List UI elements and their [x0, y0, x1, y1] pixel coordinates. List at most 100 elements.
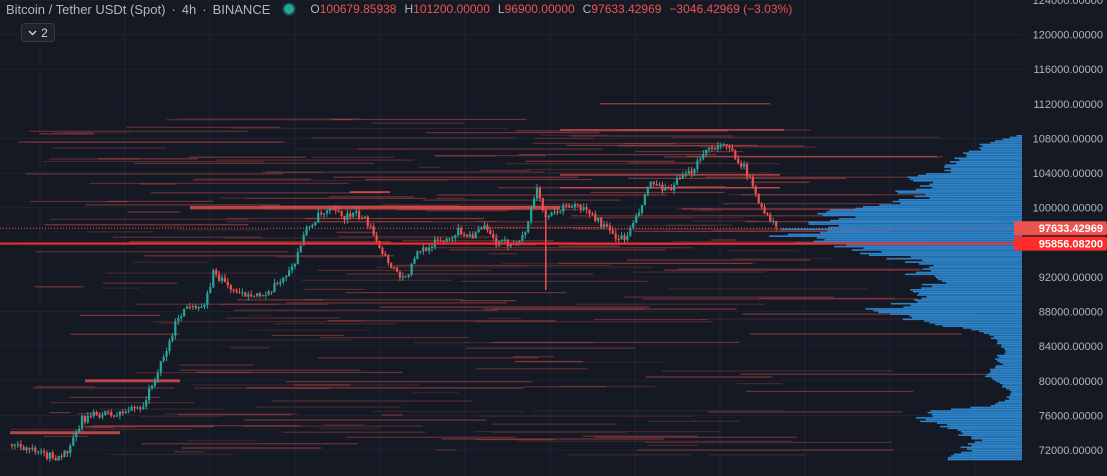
- volume-profile-bar: [924, 320, 1022, 322]
- liquidity-level: [648, 444, 698, 446]
- close-value: 97633.42969: [591, 2, 662, 16]
- liquidity-level: [285, 381, 533, 383]
- open-label: O: [310, 2, 320, 16]
- liquidity-level: [742, 313, 976, 315]
- marked-level-label: 95856.08200: [1039, 239, 1103, 251]
- candle-body: [80, 416, 84, 429]
- candle-body: [448, 238, 451, 240]
- volume-profile-bar: [855, 216, 1022, 218]
- interval-label[interactable]: 4h: [181, 1, 197, 17]
- liquidity-level: [332, 176, 579, 178]
- candle-body: [737, 158, 740, 164]
- volume-profile-bar: [922, 259, 1022, 262]
- volume-profile-bar: [944, 164, 1022, 166]
- volume-profile-bar: [990, 405, 1022, 407]
- current-price-label: 97633.42969: [1039, 223, 1103, 235]
- indicators-toggle-button[interactable]: 2: [21, 23, 55, 42]
- liquidity-level: [648, 420, 740, 422]
- volume-profile-bar: [909, 178, 1022, 180]
- candle-body: [320, 212, 323, 215]
- liquidity-level: [518, 154, 716, 156]
- volume-profile-bar: [943, 166, 1022, 168]
- volume-profile-bar: [916, 188, 1022, 191]
- liquidity-level: [346, 273, 594, 275]
- liquidity-level: [179, 364, 254, 366]
- candle-body: [638, 212, 641, 216]
- volume-profile-bar: [996, 380, 1022, 383]
- candle-body: [250, 294, 253, 296]
- candle-body: [413, 258, 416, 264]
- candle-body: [253, 295, 256, 297]
- liquidity-level: [699, 208, 943, 211]
- volume-profile-bar: [971, 436, 1022, 438]
- candle-body: [95, 412, 98, 415]
- volume-profile-bar: [963, 152, 1022, 154]
- volume-profile-bar: [947, 458, 1022, 461]
- volume-profile-bar: [860, 252, 1022, 255]
- candle-body: [722, 144, 725, 146]
- volume-profile-bar: [914, 299, 1022, 301]
- market-status-icon[interactable]: [284, 4, 295, 14]
- liquidity-level: [186, 440, 257, 442]
- liquidity-level: [664, 156, 943, 158]
- candle-body: [690, 170, 693, 174]
- candle-body: [130, 407, 133, 411]
- symbol-name[interactable]: Bitcoin / Tether USDt (Spot): [6, 1, 166, 17]
- volume-profile-bar: [917, 294, 1022, 296]
- liquidity-level-strong: [560, 174, 780, 176]
- liquidity-level-strong: [10, 431, 120, 435]
- volume-profile-bar: [921, 297, 1022, 300]
- liquidity-level: [304, 217, 485, 220]
- volume-profile-bar: [983, 332, 1022, 334]
- liquidity-level: [234, 309, 498, 311]
- volume-profile-bar: [921, 283, 1022, 286]
- volume-profile-bar: [916, 417, 1022, 419]
- liquidity-level: [517, 440, 793, 442]
- candle-body: [673, 184, 676, 191]
- candle-body: [305, 227, 308, 235]
- liquidity-level: [346, 436, 516, 438]
- candle-body: [360, 218, 364, 220]
- candle-body: [57, 456, 60, 461]
- liquidity-level: [193, 387, 330, 389]
- liquidity-level: [144, 255, 394, 257]
- candle-body: [174, 321, 177, 336]
- liquidity-level: [402, 240, 554, 242]
- liquidity-level: [18, 141, 287, 143]
- candle-body: [775, 221, 778, 227]
- liquidity-level: [664, 269, 923, 271]
- volume-profile-bar: [918, 174, 1022, 177]
- chart-legend-header: Bitcoin / Tether USDt (Spot) · 4h · BINA…: [6, 0, 792, 18]
- candle-body: [133, 407, 136, 409]
- candle-body: [45, 452, 49, 459]
- liquidity-level: [102, 282, 178, 284]
- candle-body: [705, 149, 708, 155]
- volume-profile-bar: [910, 304, 1022, 307]
- volume-profile-bar: [967, 448, 1022, 450]
- candle-body: [748, 176, 751, 178]
- liquidity-level: [634, 151, 743, 153]
- volume-profile-bar: [824, 238, 1022, 241]
- candle-body: [425, 247, 428, 251]
- volume-profile-bar: [865, 308, 1022, 310]
- volume-profile-bar: [902, 318, 1022, 321]
- candle-body: [86, 415, 89, 423]
- candle-body: [194, 306, 197, 309]
- liquidity-level: [319, 428, 380, 430]
- candle-body: [264, 294, 267, 296]
- liquidity-level: [668, 288, 867, 290]
- liquidity-level: [594, 318, 708, 321]
- change-value: −3046.42969 (−3.03%): [669, 2, 793, 16]
- liquidity-level: [700, 146, 818, 148]
- candle-body: [772, 221, 775, 222]
- candle-body: [384, 253, 387, 256]
- candle-body: [293, 264, 296, 267]
- candle-body: [716, 146, 719, 150]
- volume-profile-bar: [892, 200, 1022, 203]
- liquidity-level: [237, 299, 323, 301]
- candle-body: [381, 247, 384, 254]
- candle-body: [314, 222, 317, 225]
- liquidity-level: [77, 413, 113, 415]
